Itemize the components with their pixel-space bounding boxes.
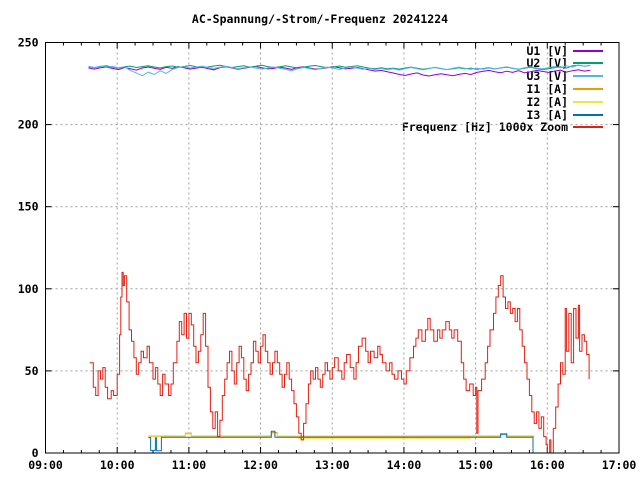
legend-label: I3 [A] xyxy=(526,107,568,122)
chart-title: AC-Spannung/-Strom/-Frequenz 20241224 xyxy=(191,12,449,26)
legend-label: Frequenz [Hz] 1000x Zoom xyxy=(401,120,568,135)
legend-label: U3 [V] xyxy=(526,69,568,84)
legend-label: U1 [V] xyxy=(526,43,568,58)
legend-item-frequenz: Frequenz [Hz] 1000x Zoom xyxy=(402,121,603,133)
legend-item-u2: U2 [V] xyxy=(526,57,603,69)
legend-item-i1: I1 [A] xyxy=(526,83,603,95)
legend-line-sample xyxy=(573,75,603,78)
legend-label: I1 [A] xyxy=(526,81,568,96)
legend-item-u1: U1 [V] xyxy=(526,45,603,57)
legend-label: U2 [V] xyxy=(526,56,568,71)
legend-item-i3: I3 [A] xyxy=(526,109,603,121)
legend-line-sample xyxy=(573,113,603,116)
legend-line-sample xyxy=(573,87,603,90)
legend-item-i2: I2 [A] xyxy=(526,96,603,108)
legend-line-sample xyxy=(573,62,603,65)
legend-line-sample xyxy=(573,49,603,52)
legend-line-sample xyxy=(573,126,603,129)
legend-line-sample xyxy=(573,100,603,103)
legend-item-u3: U3 [V] xyxy=(526,70,603,82)
legend-label: I2 [A] xyxy=(526,94,568,109)
